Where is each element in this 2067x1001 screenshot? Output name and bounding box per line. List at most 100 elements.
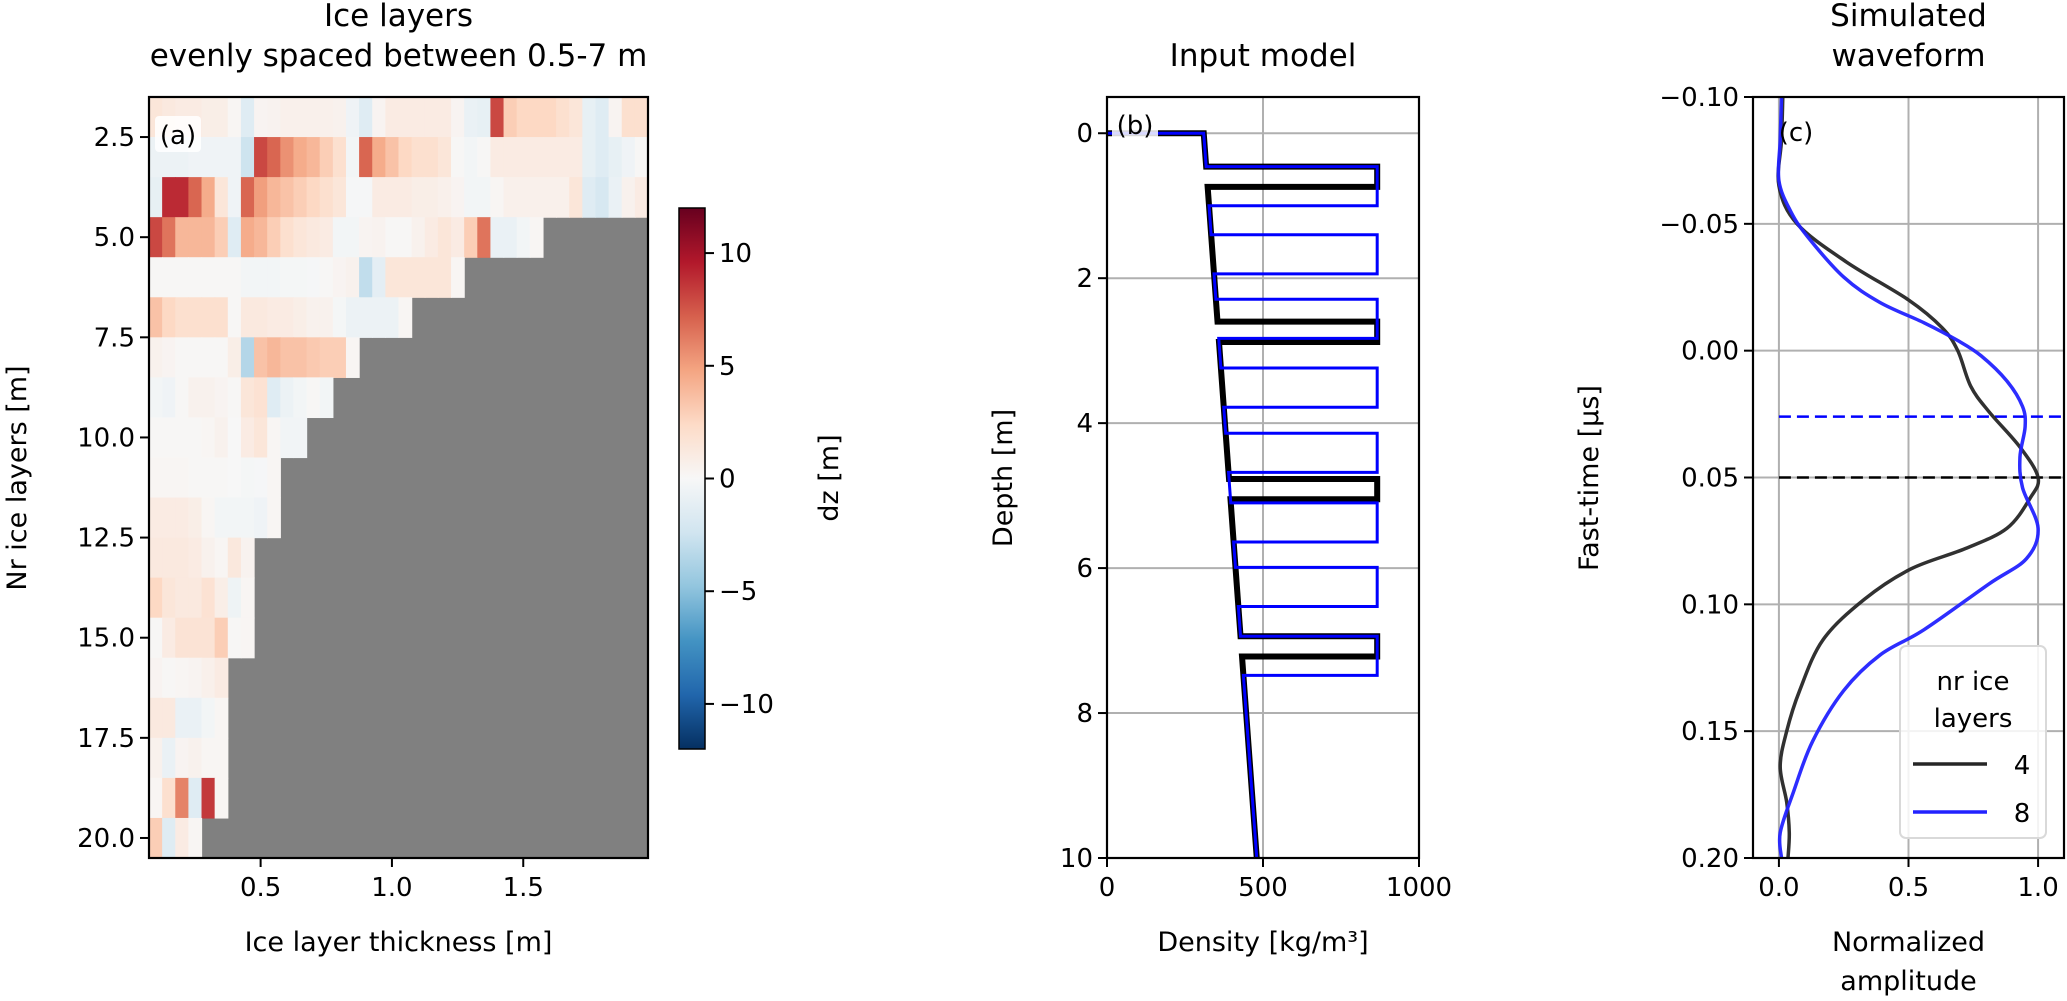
heatmap-cell xyxy=(201,137,216,178)
heatmap-cell xyxy=(227,377,242,419)
title-a-line2: evenly spaced between 0.5-7 m xyxy=(150,38,648,74)
heatmap-cell xyxy=(188,577,203,619)
heatmap-cell xyxy=(529,177,544,218)
heatmap-cell xyxy=(332,337,347,378)
heatmap-cell xyxy=(372,297,386,338)
heatmap-cell xyxy=(254,97,268,138)
heatmap-cell xyxy=(188,657,203,699)
heatmap-cell xyxy=(319,137,334,178)
heatmap-cell xyxy=(280,337,295,378)
heatmap-cell xyxy=(240,217,255,258)
heatmap-cell xyxy=(293,417,308,459)
heatmap-cell xyxy=(162,697,176,739)
panel-a xyxy=(140,95,650,867)
heatmap-cell xyxy=(175,537,189,579)
y-tick-label-b: 6 xyxy=(1076,554,1093,584)
y-tick-label-a: 12.5 xyxy=(77,524,135,554)
heatmap-cell xyxy=(162,257,176,298)
x-tick-label-b: 0 xyxy=(1099,873,1116,903)
x-axis-label-a: Ice layer thickness [m] xyxy=(245,927,553,958)
heatmap-cell xyxy=(332,177,347,218)
heatmap-cell xyxy=(240,337,255,378)
heatmap-cell xyxy=(503,177,518,218)
heatmap-cell xyxy=(254,337,268,378)
y-axis-label-c: Fast-time [µs] xyxy=(1574,385,1605,571)
legend xyxy=(1899,645,2047,839)
heatmap-cell xyxy=(227,497,242,539)
y-axis-label-a: Nr ice layers [m] xyxy=(2,365,33,590)
heatmap-cell xyxy=(214,177,229,218)
heatmap-cell xyxy=(162,417,176,459)
heatmap-cell xyxy=(267,377,281,419)
heatmap-cell xyxy=(451,97,465,138)
y-tick-label-c: 0.00 xyxy=(1681,337,1739,367)
heatmap-cell xyxy=(451,217,465,258)
heatmap-cell xyxy=(201,577,216,619)
heatmap-cell xyxy=(293,337,308,378)
heatmap-cell xyxy=(345,337,360,378)
heatmap-cell xyxy=(201,497,216,539)
heatmap-cell xyxy=(437,177,452,218)
heatmap-cell xyxy=(162,497,176,539)
heatmap-cell xyxy=(227,537,242,579)
heatmap-cell xyxy=(293,97,308,138)
heatmap-cell xyxy=(254,497,268,539)
heatmap-cell xyxy=(542,177,557,218)
heatmap-cell xyxy=(149,777,163,819)
heatmap-cell xyxy=(175,297,189,338)
heatmap-cell xyxy=(240,257,255,298)
x-tick-label-c: 1.0 xyxy=(2017,873,2058,903)
density-profile-8-layers xyxy=(1107,131,1379,859)
heatmap-cell xyxy=(227,297,242,338)
heatmap-cell xyxy=(201,177,216,218)
heatmap-cell xyxy=(398,97,413,138)
heatmap-cell xyxy=(240,137,255,178)
heatmap-cell xyxy=(280,177,295,218)
heatmap-cell xyxy=(214,97,229,138)
heatmap-cell xyxy=(437,137,452,178)
y-tick-label-a: 17.5 xyxy=(77,724,135,754)
heatmap-cell xyxy=(227,177,242,218)
heatmap-cell xyxy=(175,257,189,298)
heatmap-cell xyxy=(411,217,426,258)
heatmap-cell xyxy=(188,417,203,459)
heatmap-cell xyxy=(372,257,386,298)
y-tick-label-a: 2.5 xyxy=(94,123,135,153)
heatmap-cell xyxy=(424,257,439,298)
heatmap-cell xyxy=(254,377,268,419)
colorbar-tick-label: −5 xyxy=(719,577,757,607)
heatmap-cell xyxy=(188,377,203,419)
y-tick-label-a: 20.0 xyxy=(77,824,135,854)
heatmap-cell xyxy=(385,217,400,258)
panel-label-a: (a) xyxy=(160,121,196,151)
heatmap-cell xyxy=(437,257,452,298)
x-tick-label-c: 0.0 xyxy=(1758,873,1799,903)
heatmap-cell xyxy=(398,177,413,218)
colorbar-tick-label: 5 xyxy=(719,352,736,382)
heatmap-cell xyxy=(490,97,505,138)
heatmap-cell xyxy=(424,137,439,178)
heatmap-cell xyxy=(149,417,163,459)
heatmap-cell xyxy=(201,297,216,338)
heatmap-cell xyxy=(319,217,334,258)
heatmap-cell xyxy=(162,737,176,779)
heatmap-cell xyxy=(188,177,203,218)
heatmap-cell xyxy=(556,177,570,218)
heatmap-cell xyxy=(385,97,400,138)
heatmap-cell xyxy=(214,457,229,499)
heatmap-cell xyxy=(267,417,281,459)
heatmap-cell xyxy=(162,217,176,258)
x-tick-label-b: 500 xyxy=(1238,873,1288,903)
heatmap-cell xyxy=(149,537,163,579)
heatmap-cell xyxy=(319,177,334,218)
heatmap-cell xyxy=(280,217,295,258)
heatmap-cell xyxy=(372,177,386,218)
heatmap-cell xyxy=(214,657,229,699)
heatmap-cell xyxy=(503,97,518,138)
x-tick-label-a: 0.5 xyxy=(240,873,281,903)
heatmap-cell xyxy=(529,97,544,138)
heatmap-cell xyxy=(332,257,347,298)
panel-label-c: (c) xyxy=(1779,118,1814,148)
heatmap-cell xyxy=(149,697,163,739)
